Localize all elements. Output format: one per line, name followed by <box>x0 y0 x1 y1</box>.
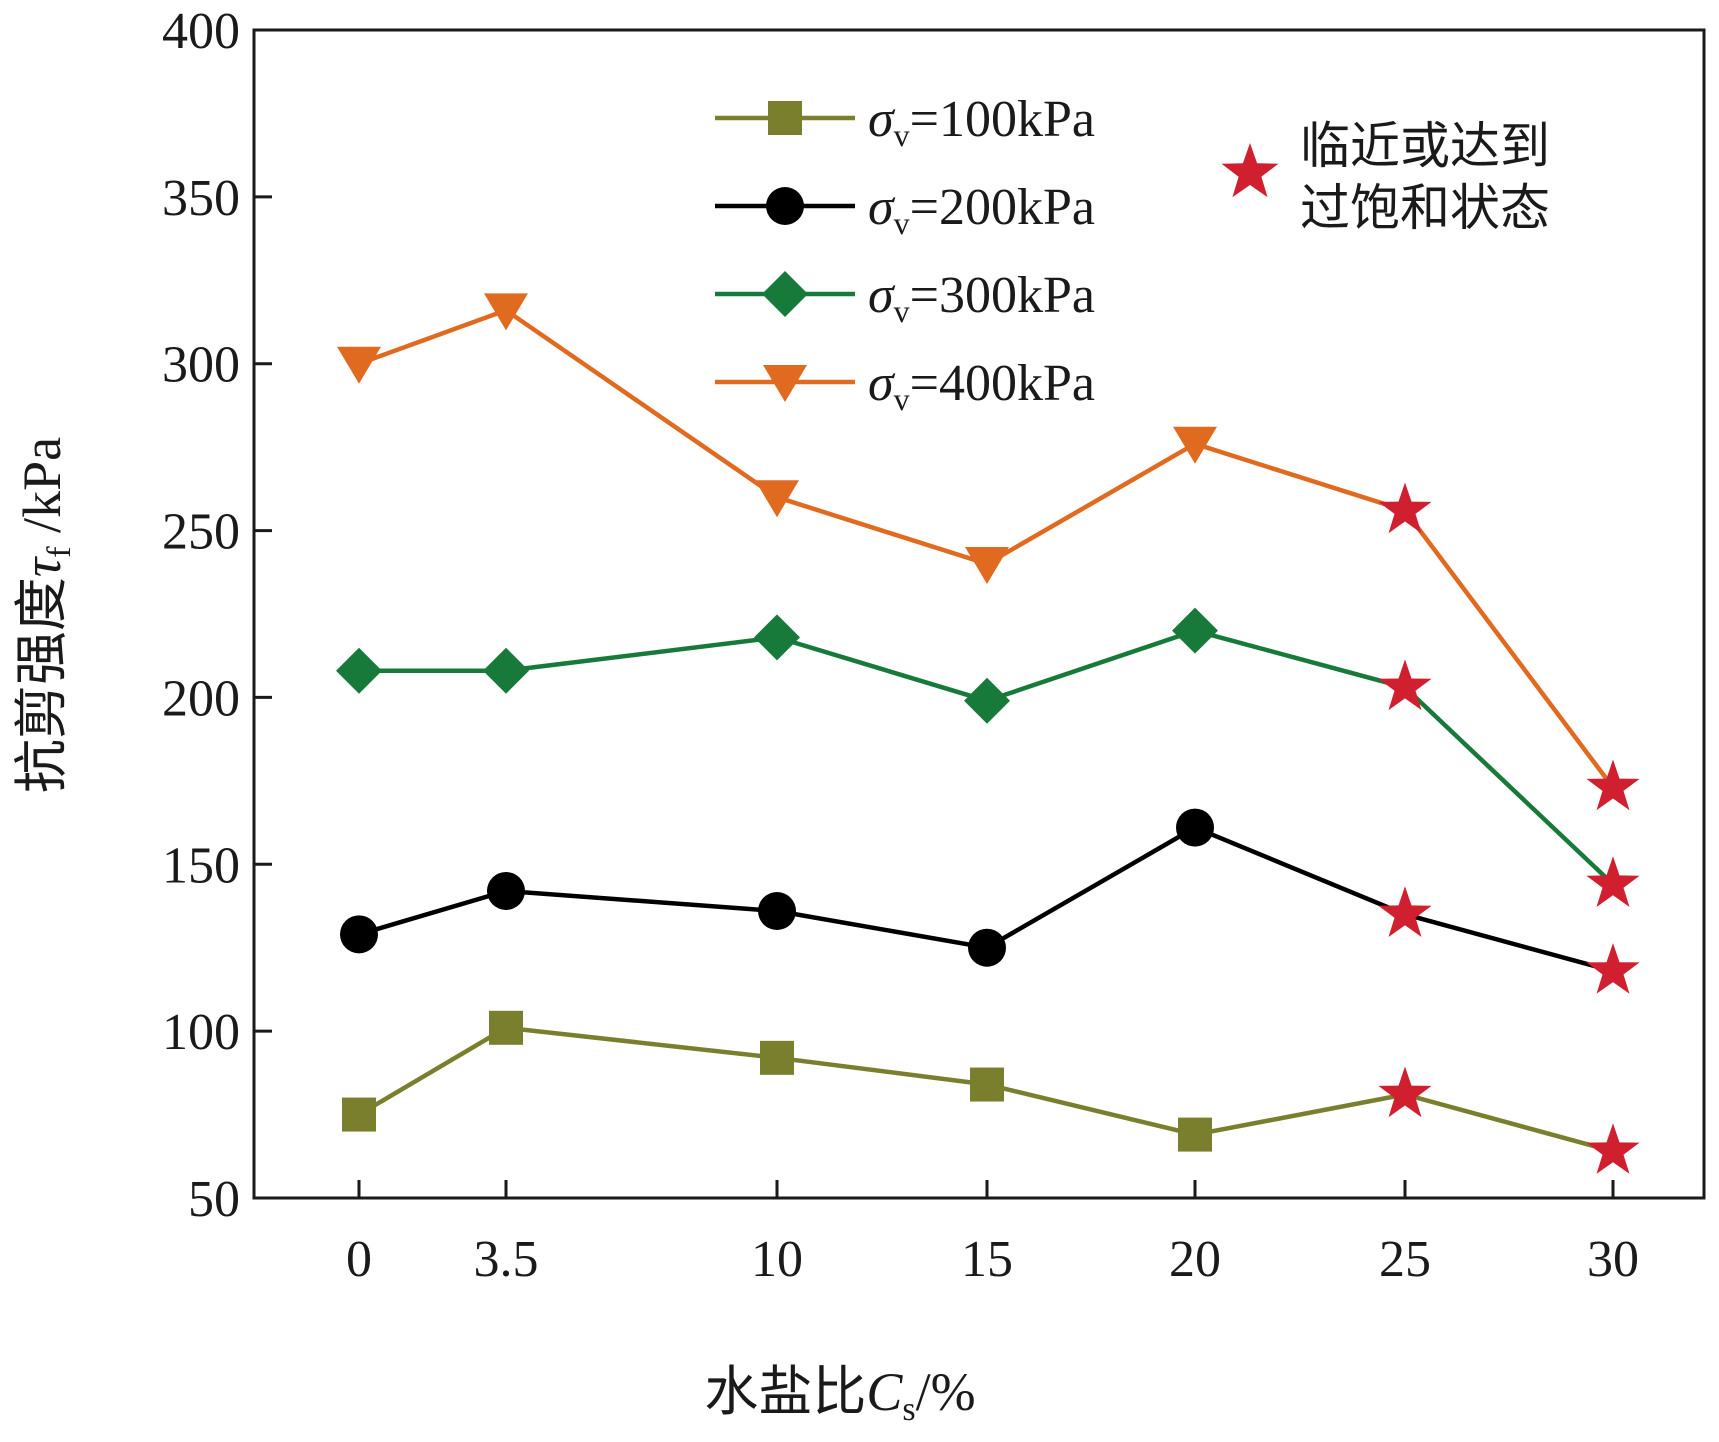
y-axis-title-unit: /kPa <box>12 437 72 547</box>
data-point-400kPa <box>337 346 381 384</box>
data-point-100kPa <box>970 1067 1004 1102</box>
annotation-line-1: 临近或达到 <box>1300 117 1550 175</box>
data-point-100kPa <box>489 1010 523 1045</box>
legend-label-sub: v <box>894 205 910 241</box>
saturation-star-point <box>1378 482 1432 534</box>
legend-label-sub: v <box>894 381 910 417</box>
legend-marker-400kPa <box>763 365 807 402</box>
data-point-300kPa <box>754 614 800 661</box>
y-tick-label: 50 <box>188 1171 240 1228</box>
series-markers <box>336 293 1218 1152</box>
x-tick-label: 3.5 <box>474 1231 539 1288</box>
data-point-200kPa <box>1176 808 1214 847</box>
saturation-star-point <box>1586 759 1640 811</box>
x-axis-title-sub: s <box>902 1391 915 1428</box>
data-point-400kPa <box>484 293 528 331</box>
plot-frame-group <box>252 28 1706 1200</box>
data-point-400kPa <box>755 480 799 518</box>
y-tick-label: 300 <box>162 337 240 394</box>
y-axis-title-var: τ <box>12 556 72 577</box>
x-axis-title-main: 水盐比 <box>704 1362 866 1422</box>
legend-label-value: =300kPa <box>910 267 1095 324</box>
plot-frame <box>252 28 1706 1200</box>
data-point-100kPa <box>342 1097 376 1132</box>
data-point-300kPa <box>1172 607 1218 654</box>
x-tick-label: 10 <box>751 1231 803 1288</box>
y-axis-ticks: 50 100 150 200 250 300 350 400 <box>162 3 272 1228</box>
legend-marker-200kPa <box>766 187 804 225</box>
legend-marker-100kPa <box>768 101 802 135</box>
data-point-200kPa <box>968 928 1006 967</box>
legend-label-sub: v <box>894 293 910 329</box>
saturation-star-point <box>1586 943 1640 994</box>
saturation-star-point <box>1586 1123 1640 1174</box>
legend-label-value: =200kPa <box>910 179 1095 236</box>
legend-label-200kPa: σv=200kPa <box>868 179 1095 241</box>
legend-label-symbol: σ <box>868 355 896 412</box>
data-point-200kPa <box>758 892 796 931</box>
data-point-200kPa <box>487 871 525 910</box>
y-tick-label: 350 <box>162 170 240 227</box>
x-axis-ticks: 0 3.5 10 15 20 25 30 <box>346 1180 1639 1288</box>
y-tick-label: 250 <box>162 504 240 561</box>
legend-label-value: =100kPa <box>910 91 1095 148</box>
legend-label-sub: v <box>894 117 910 153</box>
data-point-400kPa <box>1173 426 1217 464</box>
legend-label-symbol: σ <box>868 179 896 236</box>
legend-label-400kPa: σv=400kPa <box>868 355 1095 417</box>
annotation-line-2: 过饱和状态 <box>1300 179 1550 237</box>
y-tick-label: 100 <box>162 1004 240 1061</box>
y-tick-label: 200 <box>162 670 240 727</box>
data-point-400kPa <box>965 546 1009 584</box>
data-point-100kPa <box>1178 1117 1212 1152</box>
saturation-star-point <box>1378 886 1432 937</box>
legend-label-100kPa: σv=100kPa <box>868 91 1095 153</box>
legend-label-300kPa: σv=300kPa <box>868 267 1095 329</box>
data-point-300kPa <box>964 677 1010 724</box>
x-tick-label: 25 <box>1379 1231 1431 1288</box>
x-tick-label: 15 <box>961 1231 1013 1288</box>
y-axis-title: 抗剪强度τf /kPa <box>12 437 78 793</box>
saturation-star-point <box>1586 856 1640 907</box>
legend-marker-300kPa <box>762 271 808 317</box>
data-point-300kPa <box>483 647 529 694</box>
legend-label-symbol: σ <box>868 91 896 148</box>
legend-label-symbol: σ <box>868 267 896 324</box>
x-tick-label: 0 <box>346 1231 372 1288</box>
y-tick-label: 150 <box>162 837 240 894</box>
legend-label-value: =400kPa <box>910 355 1095 412</box>
series-lines <box>357 308 1615 1154</box>
saturation-annotation: 临近或达到 过饱和状态 <box>1221 117 1550 237</box>
x-axis-title: 水盐比Cs/% <box>704 1362 975 1428</box>
data-point-300kPa <box>336 647 382 694</box>
saturation-star-point <box>1378 1066 1432 1118</box>
x-tick-label: 20 <box>1169 1231 1221 1288</box>
annotation-star-icon <box>1221 143 1279 198</box>
saturation-star-point <box>1378 659 1432 711</box>
x-axis-title-unit: /% <box>916 1362 976 1422</box>
y-tick-label: 400 <box>162 3 240 60</box>
x-axis-title-var: C <box>866 1362 903 1422</box>
series-line-300kPa <box>359 628 1615 886</box>
y-axis-title-sub: f <box>41 546 78 558</box>
data-point-200kPa <box>340 915 378 954</box>
saturation-star-markers <box>1378 482 1640 1174</box>
x-tick-label: 30 <box>1587 1231 1639 1288</box>
y-axis-title-main: 抗剪强度 <box>12 577 72 793</box>
data-point-100kPa <box>760 1040 794 1075</box>
